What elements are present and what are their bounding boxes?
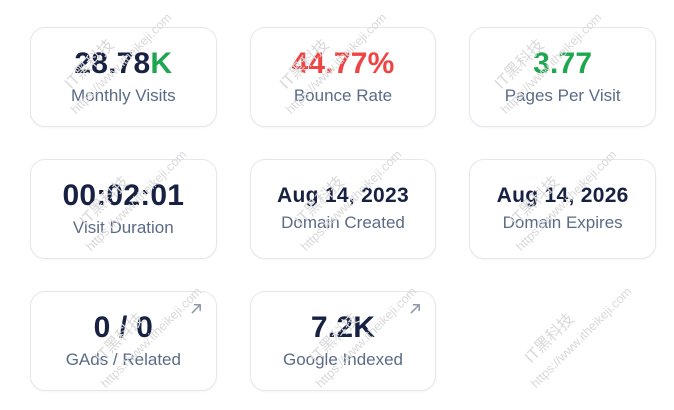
stat-label: GAds / Related: [65, 349, 181, 369]
stat-card-gads-related[interactable]: 0 / 0 GAds / Related: [30, 291, 217, 391]
stat-value: 28.78K: [74, 46, 173, 80]
stat-value-suffix: K: [150, 46, 173, 80]
watermark-url-text: https://www.itheikeji.com: [0, 396, 30, 410]
stat-card-domain-expires: Aug 14, 2026 Domain Expires: [469, 159, 656, 259]
stat-card-visit-duration: 00:02:01 Visit Duration: [30, 159, 217, 259]
watermark-url-text: https://www.itheikeji.com: [112, 396, 245, 410]
watermark-url-text: https://www.itheikeji.com: [542, 396, 674, 410]
stat-value: 00:02:01: [62, 178, 185, 212]
stat-value: 7.2K: [310, 310, 376, 344]
stat-card-google-indexed[interactable]: 7.2K Google Indexed: [249, 291, 437, 391]
stat-value: Aug 14, 2026: [496, 184, 629, 208]
stat-value: 3.77: [533, 46, 593, 80]
stat-value: 44.77%: [291, 46, 395, 80]
stat-card-bounce-rate: 44.77% Bounce Rate: [249, 27, 437, 127]
stat-card-domain-created: Aug 14, 2023 Domain Created: [249, 159, 437, 259]
external-link-icon[interactable]: [409, 302, 422, 315]
stat-label: Visit Duration: [72, 217, 174, 237]
stat-card-pages-per-visit: 3.77 Pages Per Visit: [469, 27, 656, 127]
stat-label: Domain Created: [281, 213, 405, 233]
stat-card-monthly-visits: 28.78K Monthly Visits: [30, 27, 217, 127]
stat-label: Domain Expires: [502, 213, 623, 233]
stat-value: Aug 14, 2023: [276, 184, 409, 208]
stat-label: Google Indexed: [282, 349, 404, 369]
stats-grid: 28.78K Monthly Visits 44.77% Bounce Rate…: [30, 27, 656, 391]
stat-label: Pages Per Visit: [504, 85, 621, 105]
stat-value-number: 28.78: [74, 46, 151, 80]
watermark-url-text: https://www.itheikeji.com: [327, 396, 460, 410]
stat-value: 0 / 0: [93, 310, 154, 344]
external-link-icon[interactable]: [190, 302, 203, 315]
stat-label: Monthly Visits: [71, 85, 176, 105]
stat-label: Bounce Rate: [293, 85, 393, 105]
